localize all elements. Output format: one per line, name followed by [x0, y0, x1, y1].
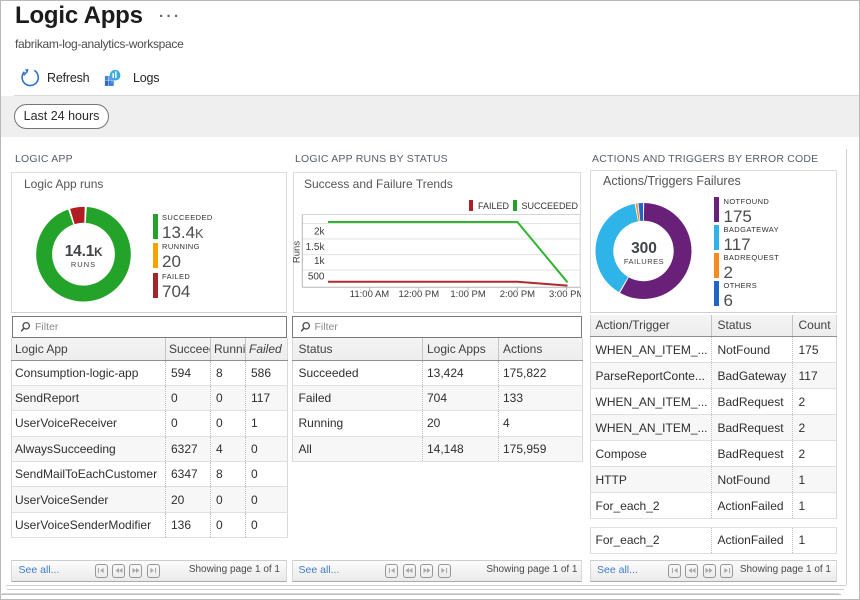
svg-text:2k: 2k: [314, 227, 326, 238]
svg-text:SUCCEEDED: SUCCEEDED: [522, 201, 579, 211]
svg-text:11:00 AM: 11:00 AM: [350, 289, 390, 300]
svg-text:Runs: Runs: [293, 241, 303, 263]
svg-text:12:00 PM: 12:00 PM: [398, 289, 439, 300]
svg-text:FAILED: FAILED: [478, 201, 510, 211]
svg-text:2:00 PM: 2:00 PM: [500, 289, 535, 300]
svg-text:1:00 PM: 1:00 PM: [450, 289, 485, 300]
svg-text:3:00 PM: 3:00 PM: [549, 289, 581, 300]
svg-text:500: 500: [308, 272, 325, 283]
svg-text:1.5k: 1.5k: [306, 242, 326, 253]
svg-text:1k: 1k: [314, 256, 326, 267]
